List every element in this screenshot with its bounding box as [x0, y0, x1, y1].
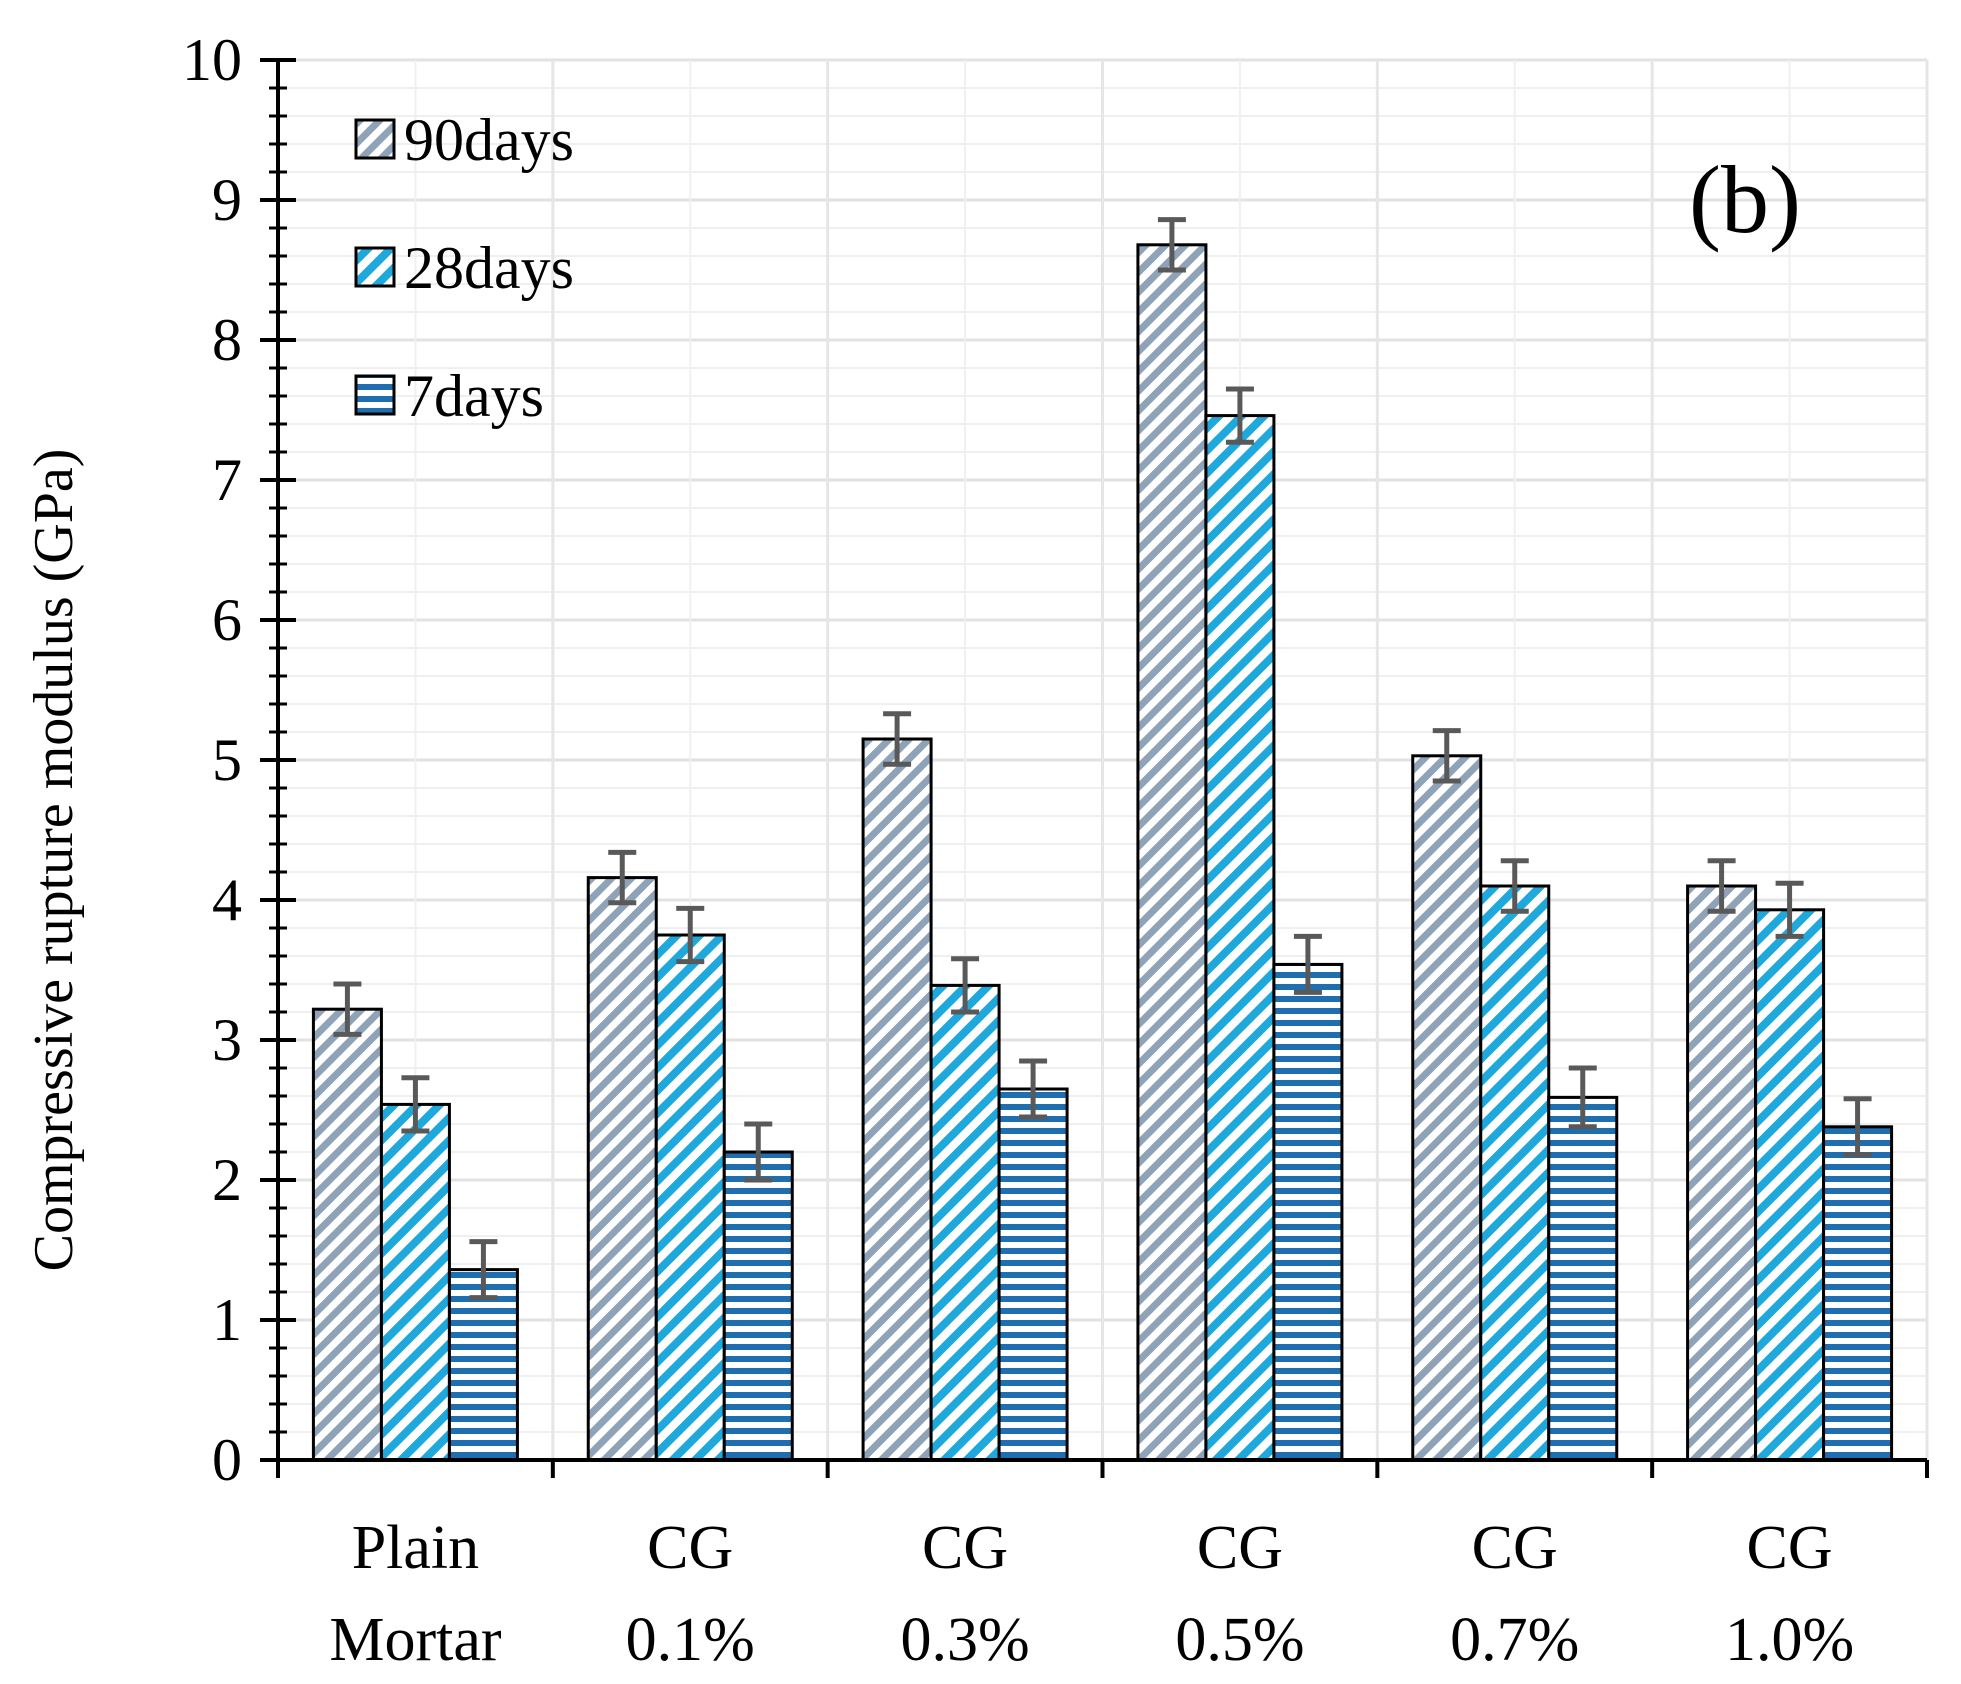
x-tick-label-line: 0.1%	[626, 1606, 755, 1674]
bar-7days-2	[722, 1150, 794, 1462]
x-tick-label-line: CG	[1197, 1514, 1283, 1582]
x-tick-label-1: Plain Mortar	[329, 1514, 502, 1674]
bar-7days-5	[1547, 1095, 1619, 1462]
error-bar-28days-1	[401, 1075, 430, 1134]
error-bar-90days-2	[608, 849, 637, 906]
error-bar-7days-6	[1843, 1096, 1872, 1158]
x-tick-label-line: CG	[1747, 1514, 1833, 1582]
error-bar-28days-6	[1775, 880, 1804, 939]
y-tick-label: 4	[212, 867, 242, 933]
bar-7days-1	[447, 1268, 519, 1462]
error-bar-7days-5	[1568, 1065, 1597, 1130]
legend-item-7days: 7days	[354, 363, 544, 429]
y-tick-label: 8	[212, 307, 242, 373]
error-bar-7days-4	[1293, 933, 1322, 995]
axes	[260, 58, 1929, 1478]
y-axis-label: Compressive rupture modulus (GPa)	[23, 449, 85, 1272]
bar-28days-1	[379, 1102, 451, 1462]
y-tick-label: 3	[212, 1007, 242, 1073]
error-bar-90days-5	[1432, 728, 1461, 784]
bar-28days-5	[1479, 884, 1551, 1462]
panel-label: (b)	[1689, 146, 1801, 253]
bars	[311, 243, 1894, 1462]
bar-7days-4	[1272, 962, 1344, 1462]
x-tick-label-2: CG 0.1%	[626, 1514, 755, 1674]
error-bar-90days-6	[1707, 858, 1736, 914]
error-bar-90days-3	[883, 711, 912, 767]
bar-90days-6	[1686, 884, 1758, 1462]
legend-swatch	[354, 246, 396, 288]
bar-90days-5	[1411, 754, 1483, 1462]
y-tick-label: 7	[212, 447, 242, 513]
bar-7days-3	[997, 1087, 1069, 1462]
bar-90days-3	[861, 737, 933, 1462]
bar-90days-1	[311, 1007, 383, 1462]
legend-label: 7days	[404, 363, 544, 429]
legend: 90days 28days 7days	[354, 107, 574, 429]
error-bar-7days-1	[469, 1239, 498, 1301]
y-tick-label: 2	[212, 1147, 242, 1213]
y-tick-label: 6	[212, 587, 242, 653]
x-tick-label-4: CG 0.5%	[1175, 1514, 1304, 1674]
legend-swatch	[354, 374, 396, 416]
bar-28days-6	[1754, 908, 1826, 1462]
error-bar-90days-1	[333, 981, 362, 1037]
legend-swatch	[354, 118, 396, 160]
bar-90days-4	[1136, 243, 1208, 1462]
y-tick-label: 5	[212, 727, 242, 793]
error-bar-90days-4	[1157, 217, 1186, 273]
x-tick-label-line: CG	[922, 1514, 1008, 1582]
error-bar-7days-3	[1019, 1058, 1048, 1120]
y-tick-label: 9	[212, 167, 242, 233]
x-tick-label-line: 0.3%	[901, 1606, 1030, 1674]
bar-7days-6	[1822, 1125, 1894, 1462]
legend-item-28days: 28days	[354, 235, 574, 301]
y-tick-label: 10	[182, 27, 242, 93]
error-bar-28days-5	[1500, 858, 1529, 914]
x-tick-label-line: 1.0%	[1725, 1606, 1854, 1674]
gridlines	[278, 58, 1929, 1460]
x-tick-label-6: CG 1.0%	[1725, 1514, 1854, 1674]
bar-28days-4	[1204, 414, 1276, 1462]
x-tick-label-line: 0.7%	[1450, 1606, 1579, 1674]
legend-item-90days: 90days	[354, 107, 574, 173]
x-tick-label-line: CG	[647, 1514, 733, 1582]
y-tick-label: 1	[212, 1287, 242, 1353]
error-bars	[333, 217, 1872, 1301]
x-tick-label-line: Plain	[352, 1514, 479, 1582]
error-bar-7days-2	[744, 1121, 773, 1183]
x-tick-label-5: CG 0.7%	[1450, 1514, 1579, 1674]
error-bar-28days-4	[1225, 386, 1254, 445]
y-tick-label: 0	[212, 1427, 242, 1493]
x-tick-label-3: CG 0.3%	[901, 1514, 1030, 1674]
x-tick-labels: Plain Mortar CG 0.1% CG 0.3% CG 0.5% CG 0.7% CG 1.0…	[329, 1514, 1854, 1674]
bar-28days-2	[654, 933, 726, 1462]
x-tick-label-line: Mortar	[329, 1606, 502, 1674]
x-tick-label-line: CG	[1472, 1514, 1558, 1582]
bar-90days-2	[586, 876, 658, 1462]
error-bar-28days-3	[951, 956, 980, 1015]
x-tick-label-line: 0.5%	[1175, 1606, 1304, 1674]
legend-label: 28days	[404, 235, 574, 301]
y-tick-labels: 0 1 2 3 4 5 6 7 8 9 10	[182, 27, 242, 1493]
error-bar-28days-2	[676, 905, 705, 965]
legend-label: 90days	[404, 107, 574, 173]
bar-28days-3	[929, 983, 1001, 1462]
